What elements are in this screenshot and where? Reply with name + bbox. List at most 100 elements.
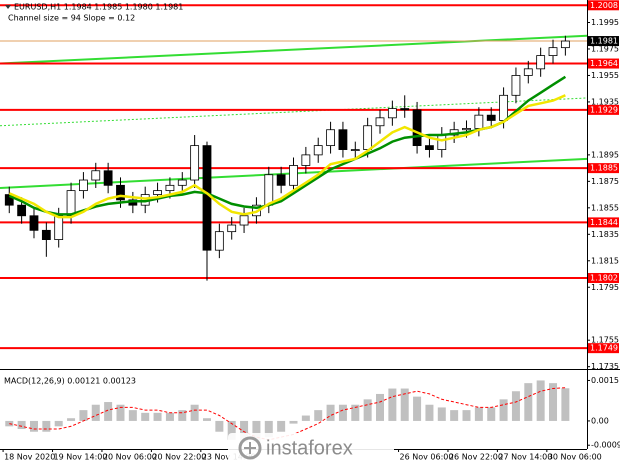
y-tick-label: 1.1795 [591, 283, 619, 292]
candle-body [239, 215, 249, 226]
macd-bar [561, 388, 570, 421]
macd-bar [54, 420, 63, 427]
level-label-box [588, 58, 619, 69]
macd-bar [314, 410, 323, 421]
candle-body [54, 215, 64, 240]
candle-body [17, 204, 27, 217]
level-label-box [588, 0, 619, 11]
candle-body [548, 47, 558, 56]
macd-bar [178, 410, 187, 421]
candle-body [437, 134, 447, 150]
macd-title: MACD(12,26,9) 0.00121 0.00123 [4, 377, 136, 386]
x-tick-label: 20 Nov 22:00 [152, 453, 206, 462]
trend-line [0, 97, 588, 127]
macd-bar [499, 399, 508, 421]
macd-bar [524, 383, 533, 421]
macd-bar [277, 420, 286, 432]
candle-body [536, 55, 546, 70]
macd-bar [128, 410, 137, 421]
macd-bar [351, 404, 360, 421]
macd-bar [215, 420, 224, 432]
candle-body [214, 231, 224, 251]
moving-average [8, 94, 566, 219]
watermark-icon-mark [244, 442, 256, 454]
candle-body [202, 145, 212, 251]
level-label-box [588, 104, 619, 115]
level-label: 1.2008 [590, 1, 618, 10]
macd-bar [301, 415, 310, 421]
macd-bar [437, 407, 446, 421]
candle-body [116, 184, 125, 201]
candle-body [289, 165, 298, 186]
macd-bar [116, 404, 125, 421]
level-label: 1.1749 [590, 344, 618, 353]
level-label: 1.1844 [590, 218, 618, 227]
level-label: 1.1885 [590, 164, 618, 173]
macd-bar [42, 420, 51, 432]
candle-body [400, 108, 410, 111]
candle-body [29, 215, 39, 231]
candle-body [523, 68, 533, 76]
y-tick-label: 1.1835 [591, 230, 619, 239]
candle-body [326, 129, 335, 147]
macd-bar [487, 407, 496, 421]
macd-bar [549, 383, 558, 421]
level-label: 1.1964 [590, 59, 618, 68]
macd-bar [5, 420, 14, 427]
macd-bar [264, 420, 273, 438]
candle-body [511, 75, 521, 96]
level-label: 1.1929 [590, 105, 618, 114]
candle-body [313, 145, 323, 156]
level-label-box [588, 272, 619, 283]
chart-title: EURUSD,H1 1.1984 1.1985 1.1980 1.1981 [14, 3, 183, 12]
macd-bar [511, 391, 520, 421]
candle-body [375, 117, 385, 127]
macd-bar [289, 420, 298, 424]
y-tick-label: 1.1755 [591, 336, 619, 345]
y-tick-label: 1.1735 [591, 362, 619, 371]
candle-body [264, 174, 274, 206]
y-tick-label: 1.1895 [591, 150, 619, 159]
macd-bar [165, 412, 174, 421]
candle-body [474, 114, 484, 129]
y-tick-label: 1.1975 [591, 44, 619, 53]
y-tick-label: 1.1995 [591, 18, 619, 27]
macd-bar [462, 410, 471, 421]
x-tick-label: 27 Nov 14:00 [498, 453, 552, 462]
macd-bar [202, 418, 211, 421]
level-label-box [588, 217, 619, 228]
macd-bar [190, 404, 199, 421]
candle-body [425, 145, 434, 150]
candle-body [486, 114, 496, 121]
macd-bar [376, 393, 385, 421]
macd-bar [67, 418, 76, 421]
x-tick-label: 20 Nov 06:00 [103, 453, 157, 462]
macd-bar [425, 404, 434, 421]
x-tick-label: 18 Nov 2020 [4, 453, 55, 462]
y-tick-label: 1.1875 [591, 177, 619, 186]
macd-bar [79, 410, 88, 421]
macd-bar [474, 407, 483, 421]
candle-body [276, 174, 286, 186]
macd-bar [227, 420, 236, 440]
y-tick-label: -0.0009 [591, 441, 620, 450]
macd-bar [536, 380, 545, 421]
candle-body [66, 190, 76, 217]
symbol-icon [5, 5, 11, 9]
candle-body [165, 184, 175, 192]
candle-body [387, 108, 397, 119]
macd-bar [252, 420, 261, 443]
macd-bar [104, 402, 113, 421]
macd-bar [413, 396, 422, 421]
watermark-text: instaforex [266, 437, 353, 459]
candle-body [190, 145, 200, 181]
candle-body [103, 170, 113, 186]
macd-bar [29, 420, 38, 432]
macd-bar [338, 404, 347, 421]
macd-bar [91, 404, 100, 421]
y-tick-label: 0.0015 [591, 376, 619, 385]
trend-line [0, 34, 588, 65]
watermark: instaforex [228, 433, 394, 463]
candle-body [91, 170, 101, 181]
last-price-box [588, 36, 619, 47]
